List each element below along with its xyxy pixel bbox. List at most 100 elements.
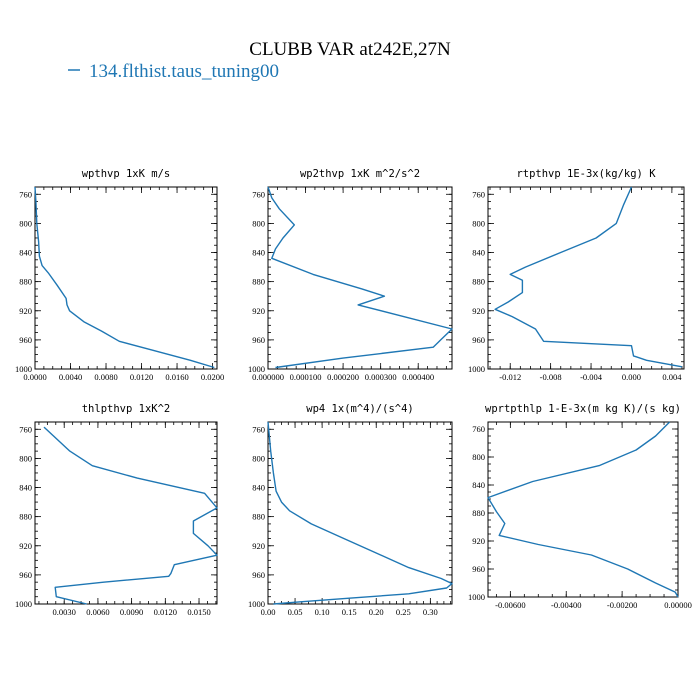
y-tick-label: 800 xyxy=(472,218,485,228)
y-tick-label: 880 xyxy=(252,512,265,522)
y-tick-label: 1000 xyxy=(248,599,265,609)
legend-label: 134.flthist.taus_tuning00 xyxy=(89,61,279,82)
series-line xyxy=(43,426,218,605)
panel-1: wpthvp 1xK m/s76080084088092096010000.00… xyxy=(15,168,224,382)
y-tick-label: 1000 xyxy=(15,599,32,609)
panel-6: wprtpthlp 1-E-3x(m kg K)/(s kg)760 800 840… xyxy=(468,403,692,610)
y-tick-label: 920 xyxy=(252,541,265,551)
plot-frame xyxy=(34,421,218,605)
y-tick-label: 960 xyxy=(472,335,485,345)
x-tick-label: 0.0200 xyxy=(201,372,224,382)
x-tick-label: 0.000300 xyxy=(365,372,397,382)
x-tick-label: -0.00600 xyxy=(495,600,525,610)
x-tick-label: -0.008 xyxy=(540,372,562,382)
legend: 134.flthist.taus_tuning00 xyxy=(68,61,279,82)
series-line xyxy=(494,186,683,368)
x-tick-label: 0.10 xyxy=(315,607,330,617)
y-tick-label: 1000 xyxy=(15,364,32,374)
x-tick-label: 0.0150 xyxy=(187,607,210,617)
x-tick-label: 0.000 xyxy=(622,372,641,382)
panel-title: wpthvp 1xK m/s xyxy=(82,168,171,180)
y-tick-label: 960 xyxy=(19,570,32,580)
y-tick-label: 760 xyxy=(19,424,32,434)
panel-4: thlpthvp 1xK^2 760 800 840 880 920 960 1000 0.00… xyxy=(15,403,218,617)
series-line xyxy=(487,421,679,598)
x-tick-label: 0.00 xyxy=(261,607,276,617)
x-tick-label: 0.15 xyxy=(342,607,357,617)
y-tick-label: 920 xyxy=(252,306,265,316)
panel-5: wp4 1x(m^4)/(s^4)76080084088092096010000… xyxy=(248,403,453,617)
x-tick-label: 0.0030 xyxy=(53,607,76,617)
y-tick-label: 880 xyxy=(252,277,265,287)
y-tick-label: 760 xyxy=(19,189,32,199)
y-tick-label: 760 xyxy=(472,189,485,199)
y-tick-label: 880 xyxy=(19,277,32,287)
y-tick-label: 1000 xyxy=(248,364,265,374)
x-tick-label: 0.000200 xyxy=(327,372,359,382)
x-tick-label: 0.0040 xyxy=(59,372,82,382)
y-tick-label: 880 xyxy=(19,512,32,522)
x-tick-label: 0.20 xyxy=(369,607,384,617)
y-tick-label: 800 xyxy=(472,452,485,462)
figure-title: CLUBB VAR at242E,27N xyxy=(249,39,451,60)
y-tick-label: 840 xyxy=(19,483,32,493)
x-tick-label: 0.25 xyxy=(396,607,411,617)
x-tick-label: -0.00400 xyxy=(551,600,581,610)
plot-frame xyxy=(267,186,453,370)
y-tick-label: 960 xyxy=(472,564,485,574)
y-tick-label: 1000 xyxy=(468,592,485,602)
x-tick-label: 0.0160 xyxy=(165,372,188,382)
panel-grid: wpthvp 1xK m/s76080084088092096010000.00… xyxy=(15,168,692,617)
y-tick-label: 960 xyxy=(252,570,265,580)
x-tick-label: 0.0120 xyxy=(130,372,153,382)
y-tick-label: 1000 xyxy=(468,364,485,374)
y-tick-label: 840 xyxy=(252,483,265,493)
panel-2: wp2thvp 1xK m^2/s^2 760 800 840 880 920 960 100… xyxy=(248,168,453,382)
panel-title: rtpthvp 1E-3x(kg/kg) K xyxy=(516,168,656,180)
y-tick-label: 920 xyxy=(472,536,485,546)
plot-frame xyxy=(267,421,453,605)
plot-frame xyxy=(487,421,679,598)
y-tick-label: 840 xyxy=(472,248,485,258)
y-tick-label: 920 xyxy=(472,306,485,316)
series-line xyxy=(267,421,453,605)
y-tick-label: 880 xyxy=(472,277,485,287)
y-tick-label: 880 xyxy=(472,508,485,518)
series-line xyxy=(267,186,453,369)
y-tick-label: 920 xyxy=(19,541,32,551)
y-tick-label: 960 xyxy=(252,335,265,345)
y-tick-label: 800 xyxy=(19,218,32,228)
x-tick-label: 0.30 xyxy=(423,607,438,617)
x-tick-label: 0.0000 xyxy=(23,372,46,382)
y-tick-label: 840 xyxy=(19,248,32,258)
x-tick-label: 0.0060 xyxy=(86,607,109,617)
panel-title: wprtpthlp 1-E-3x(m kg K)/(s kg) xyxy=(485,403,681,415)
y-tick-label: 760 xyxy=(472,424,485,434)
x-tick-label: -0.00200 xyxy=(607,600,637,610)
x-tick-label: 0.000400 xyxy=(402,372,434,382)
x-tick-label: 0.0080 xyxy=(94,372,117,382)
plot-frame xyxy=(487,186,685,370)
y-tick-label: 800 xyxy=(19,453,32,463)
series-line xyxy=(34,186,215,369)
y-tick-label: 960 xyxy=(19,335,32,345)
x-tick-label: 0.000100 xyxy=(290,372,322,382)
y-tick-label: 800 xyxy=(252,453,265,463)
panel-title: wp4 1x(m^4)/(s^4) xyxy=(306,403,413,415)
x-tick-label: 0.000000 xyxy=(252,372,284,382)
y-tick-label: 840 xyxy=(472,480,485,490)
x-tick-label: -0.012 xyxy=(499,372,521,382)
y-tick-label: 760 xyxy=(252,424,265,434)
x-tick-label: -0.004 xyxy=(580,372,603,382)
y-tick-label: 760 xyxy=(252,189,265,199)
panel-3: rtpthvp 1E-3x(kg/kg) K 760 800 840 880 920 960… xyxy=(468,168,685,382)
plot-frame xyxy=(34,186,218,370)
x-tick-label: 0.0120 xyxy=(154,607,177,617)
panel-title: wp2thvp 1xK m^2/s^2 xyxy=(300,168,420,180)
x-tick-label: 0.00000 xyxy=(664,600,692,610)
y-tick-label: 840 xyxy=(252,248,265,258)
x-tick-label: 0.05 xyxy=(288,607,303,617)
x-tick-label: 0.004 xyxy=(662,372,682,382)
x-tick-label: 0.0090 xyxy=(120,607,143,617)
